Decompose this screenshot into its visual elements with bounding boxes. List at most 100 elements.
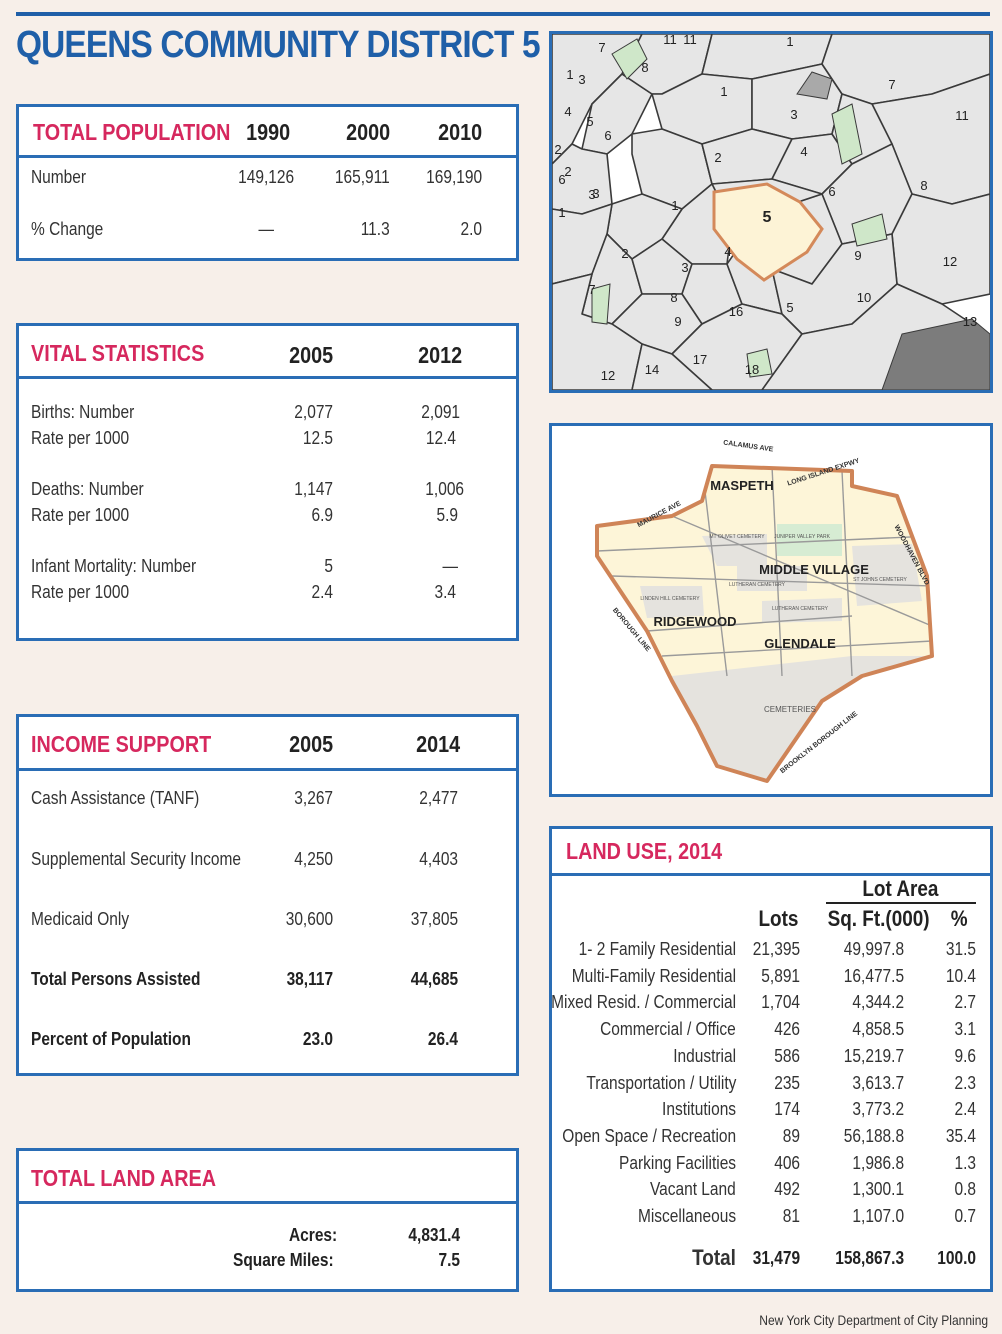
land-use-row-lots: 406	[774, 1153, 800, 1173]
vital-statistics-box: VITAL STATISTICS 2005 2012 Births: Numbe…	[16, 323, 519, 641]
district-number-label: 12	[943, 254, 957, 269]
district-number-label: 8	[641, 60, 648, 75]
population-box: TOTAL POPULATION 1990 2000 2010 Number 1…	[16, 104, 519, 261]
district-number-label: 6	[828, 184, 835, 199]
income-year-2014: 2014	[415, 731, 460, 757]
neighborhood-glendale: GLENDALE	[764, 636, 836, 651]
col-pct: %	[951, 906, 968, 931]
population-value: 165,911	[335, 167, 390, 187]
land-use-row-sqft: 49,997.8	[843, 939, 904, 959]
land-use-row-pct: 0.7	[954, 1206, 976, 1226]
district-detail-map: MASPETH MIDDLE VILLAGE RIDGEWOOD GLENDALE CA…	[549, 423, 993, 797]
land-use-row-sqft: 15,219.7	[843, 1046, 904, 1066]
land-use-row-label: Multi-Family Residential	[571, 966, 736, 986]
district-5-highlight	[712, 182, 824, 282]
district-number-label: 16	[729, 304, 743, 319]
land-use-row-label: Institutions	[661, 1099, 736, 1119]
land-use-row-pct: 31.5	[945, 939, 976, 959]
income-row-label: Cash Assistance (TANF)	[31, 788, 200, 808]
land-use-row-pct: 9.6	[954, 1046, 976, 1066]
district-number-label: 11	[683, 34, 697, 47]
district-number-label: 7	[888, 77, 895, 92]
district-number-label: 7	[598, 40, 605, 55]
income-value: 4,250	[294, 849, 333, 869]
land-area-heading: TOTAL LAND AREA	[31, 1165, 216, 1191]
vital-row-label: Rate per 1000	[31, 582, 130, 602]
place-linden-hill-cemetery: LINDEN HILL CEMETERY	[640, 596, 700, 602]
land-use-row-sqft: 56,188.8	[843, 1126, 904, 1146]
land-use-row-lots: 426	[774, 1019, 800, 1039]
land-use-row-sqft: 16,477.5	[843, 966, 904, 986]
district-number-label: 2	[554, 142, 561, 157]
land-use-row-label: Commercial / Office	[600, 1019, 736, 1039]
district-map-svg: MASPETH MIDDLE VILLAGE RIDGEWOOD GLENDALE CA…	[595, 440, 934, 783]
population-year-1990: 1990	[245, 119, 290, 145]
land-use-total-sqft: 158,867.3	[835, 1248, 904, 1268]
vital-row-label: Rate per 1000	[31, 505, 130, 525]
vital-heading: VITAL STATISTICS	[31, 340, 205, 366]
district-number-label: 6	[558, 172, 565, 187]
land-area-box: TOTAL LAND AREA Acres: 4,831.4 Square Mi…	[16, 1148, 519, 1292]
population-value: —	[258, 219, 274, 239]
land-use-row-sqft: 1,986.8	[852, 1153, 904, 1173]
land-use-row-sqft: 4,344.2	[852, 992, 904, 1012]
district-number-label: 3	[578, 72, 585, 87]
income-value: 44,685	[410, 969, 458, 989]
district-number-label: 3	[790, 107, 797, 122]
neighborhood-ridgewood: RIDGEWOOD	[653, 614, 736, 629]
place-juniper-valley-park: JUNIPER VALLEY PARK	[774, 534, 831, 540]
district-number-label: 18	[745, 362, 759, 377]
population-row-label: Number	[31, 167, 87, 187]
district-number-label: 7	[588, 282, 595, 297]
land-use-row-sqft: 3,773.2	[852, 1099, 904, 1119]
land-use-row-label: Open Space / Recreation	[562, 1126, 736, 1146]
district-number-label: 1	[566, 67, 573, 82]
land-use-row-label: Mixed Resid. / Commercial	[551, 992, 736, 1012]
district-number-label: 13	[963, 314, 977, 329]
land-use-row-lots: 5,891	[761, 966, 800, 986]
land-use-row-label: Miscellaneous	[637, 1206, 736, 1226]
land-use-row-pct: 2.3	[954, 1073, 976, 1093]
income-value: 38,117	[286, 969, 333, 989]
income-value: 2,477	[419, 788, 458, 808]
land-area-value: 7.5	[438, 1250, 460, 1270]
district-number-label: 5	[586, 114, 593, 129]
land-use-row-sqft: 1,107.0	[852, 1206, 904, 1226]
district-number-label: 14	[645, 362, 659, 377]
district-number-label: 2	[564, 164, 571, 179]
vital-value: —	[442, 556, 458, 576]
district-number-label: 9	[854, 248, 861, 263]
land-use-row-pct: 35.4	[945, 1126, 976, 1146]
district-number-label: 3	[592, 186, 599, 201]
page-title: QUEENS COMMUNITY DISTRICT 5	[16, 24, 541, 66]
income-value: 23.0	[302, 1029, 333, 1049]
population-value: 169,190	[426, 167, 482, 187]
land-use-total-pct: 100.0	[937, 1248, 976, 1268]
land-use-row-lots: 1,704	[761, 992, 800, 1012]
district-number-label: 4	[724, 244, 731, 259]
population-year-2000: 2000	[345, 119, 390, 145]
queens-locator-map: 7 8 11 11 1 4 5 6 1 3 2 4 3 6 1 5 2 3 4 9 8 9 16 5 17 18 12 14 7 6 7 11…	[549, 31, 993, 393]
income-row-label: Percent of Population	[31, 1029, 191, 1049]
district-number-label: 10	[857, 290, 871, 305]
vital-value: 1,006	[425, 479, 464, 499]
col-lots: Lots	[758, 906, 798, 931]
vital-value: 2,091	[421, 402, 460, 422]
district-number-label: 5	[786, 300, 793, 315]
vital-value: 3.4	[434, 582, 456, 602]
income-row-label: Supplemental Security Income	[31, 849, 241, 869]
vital-value: 6.9	[311, 505, 333, 525]
land-area-label: Square Miles:	[233, 1250, 334, 1270]
land-use-total-lots: 31,479	[752, 1248, 800, 1268]
district-number-label: 8	[920, 178, 927, 193]
population-value: 149,126	[238, 167, 294, 187]
place-cemeteries: CEMETERIES	[764, 705, 816, 714]
vital-value: 12.4	[425, 428, 456, 448]
income-value: 30,600	[285, 909, 333, 929]
place-st-johns-cemetery: ST JOHNS CEMETERY	[853, 577, 907, 583]
district-number-label: 4	[564, 104, 571, 119]
land-use-total-label: Total	[692, 1245, 736, 1270]
land-use-row-label: Vacant Land	[650, 1179, 736, 1199]
land-use-heading: LAND USE, 2014	[566, 838, 723, 864]
